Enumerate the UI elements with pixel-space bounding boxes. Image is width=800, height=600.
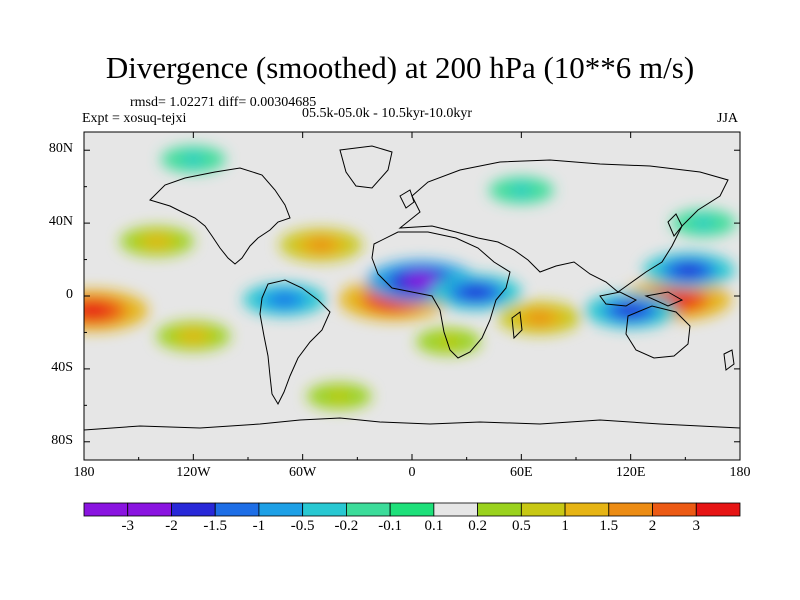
field-core-9 <box>308 238 334 252</box>
colorbar-label: 3 <box>692 518 701 534</box>
coast-greenland <box>339 145 393 189</box>
colorbar-box-0 <box>83 502 129 517</box>
colorbar-box-7 <box>389 502 435 517</box>
coast-antarctica <box>84 417 740 431</box>
coast-eurasia <box>398 159 729 293</box>
coast-japan <box>667 213 683 237</box>
colorbar-box-12 <box>608 502 653 517</box>
colorbar-box-5 <box>302 502 347 517</box>
colorbar-box-8 <box>433 502 479 517</box>
colorbar-label: 2 <box>648 518 657 534</box>
y-tick-label: 0 <box>66 287 73 302</box>
field-core-13 <box>511 185 532 196</box>
field-core-15 <box>329 391 349 402</box>
field-core-6 <box>675 263 703 278</box>
colorbar-box-13 <box>652 502 697 517</box>
colorbar-box-9 <box>477 502 522 517</box>
colorbar-label: -3 <box>121 518 134 534</box>
field-core-10 <box>527 311 553 325</box>
field-core-7 <box>271 293 297 306</box>
x-tick-label: 120W <box>176 465 211 480</box>
coast-north-america <box>149 167 291 265</box>
period-label: 05.5k-05.0k - 10.5kyr-10.0kyr <box>302 106 473 121</box>
colorbar <box>83 502 741 517</box>
field-core-14 <box>693 217 714 229</box>
colorbar-box-1 <box>127 502 172 517</box>
colorbar-label: -0.5 <box>290 518 315 534</box>
y-tick-label: 40S <box>51 359 73 375</box>
x-tick-label: 120E <box>615 465 646 480</box>
x-tick-label: 60E <box>510 465 533 480</box>
colorbar-label: -0.2 <box>334 518 359 534</box>
coast-madagascar <box>511 311 523 340</box>
coast-australia <box>625 305 691 359</box>
x-ticks <box>83 132 741 460</box>
coast-south-america <box>259 279 331 406</box>
coast-uk <box>399 189 415 209</box>
stats-label: rmsd= 1.02271 diff= 0.00304685 <box>130 95 317 110</box>
colorbar-label: 0.1 <box>424 518 444 534</box>
field-core-11 <box>182 330 205 342</box>
y-tick-label: 80N <box>48 141 73 157</box>
field-core-2 <box>84 302 110 319</box>
season-label: JJA <box>717 111 739 126</box>
colorbar-label: -1.5 <box>203 518 228 534</box>
chart-title: Divergence (smoothed) at 200 hPa (10**6 … <box>105 50 695 85</box>
experiment-label: Expt = xosuq-tejxi <box>82 111 187 126</box>
y-tick-label: 40N <box>48 214 73 230</box>
field-core-8 <box>145 235 168 248</box>
plot-area <box>84 132 740 460</box>
colorbar-box-6 <box>345 502 391 517</box>
field-core-3 <box>404 273 438 290</box>
colorbar-label: -0.1 <box>378 518 402 534</box>
coast-new-zealand <box>723 349 735 371</box>
x-tick-label: 180 <box>73 465 95 480</box>
field-core-16 <box>183 154 204 165</box>
field-core-5 <box>616 303 645 318</box>
colorbar-label: 0.2 <box>468 518 487 534</box>
colorbar-label: 1.5 <box>599 518 619 534</box>
coast-maritime-islands <box>599 291 684 307</box>
divergence-field <box>84 145 737 410</box>
x-tick-label: 180 <box>729 465 751 480</box>
coast-africa <box>371 231 511 359</box>
colorbar-label: 0.5 <box>511 518 531 534</box>
x-tick-label: 0 <box>408 465 416 480</box>
colorbar-box-4 <box>258 502 304 517</box>
colorbar-label: -1 <box>252 518 266 534</box>
x-tick-label: 60W <box>289 465 317 480</box>
colorbar-box-11 <box>564 502 610 517</box>
colorbar-box-3 <box>214 502 260 517</box>
coastlines <box>84 145 740 431</box>
y-ticks <box>84 149 740 443</box>
colorbar-label: -2 <box>165 518 178 534</box>
colorbar-label: 1 <box>561 518 569 534</box>
colorbar-box-14 <box>695 502 741 517</box>
y-tick-label: 80S <box>51 432 73 448</box>
field-core-4 <box>461 285 490 300</box>
field-core-12 <box>438 336 459 347</box>
colorbar-box-10 <box>520 502 566 517</box>
colorbar-box-2 <box>171 502 216 517</box>
